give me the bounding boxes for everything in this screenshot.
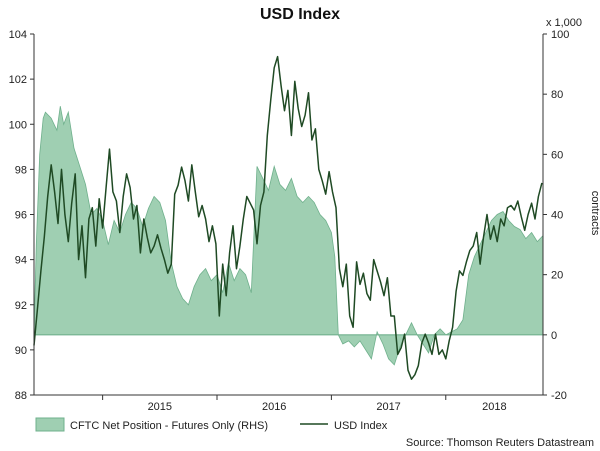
- axes: [30, 33, 547, 400]
- plot-area: [33, 55, 544, 380]
- right-tick-label: 0: [551, 330, 557, 342]
- left-tick-label: 102: [9, 74, 27, 86]
- left-tick-label: 104: [9, 29, 27, 41]
- x-tick-label: 2015: [148, 401, 172, 413]
- right-axis-unit: x 1,000: [546, 17, 582, 29]
- left-tick-label: 88: [15, 390, 27, 402]
- left-tick-label: 98: [15, 164, 27, 176]
- right-tick-label: 80: [551, 89, 563, 101]
- source-note: Source: Thomson Reuters Datastream: [406, 437, 594, 449]
- chart-title: USD Index: [260, 6, 340, 23]
- x-tick-label: 2016: [262, 401, 286, 413]
- tick-labels: 88 90 92 94 96 98 100 102 104 -20 0 20 40 60 80 100 2015…: [9, 29, 570, 413]
- left-tick-label: 92: [15, 300, 27, 312]
- usd-index-line: [33, 55, 543, 380]
- right-tick-label: -20: [551, 390, 567, 402]
- right-tick-label: 60: [551, 149, 563, 161]
- legend-label-area: CFTC Net Position - Futures Only (RHS): [70, 420, 268, 432]
- right-tick-label: 100: [551, 29, 569, 41]
- right-tick-label: 20: [551, 270, 563, 282]
- left-tick-label: 96: [15, 210, 27, 222]
- right-tick-label: 40: [551, 210, 563, 222]
- right-axis-label: contracts: [589, 191, 600, 236]
- legend-swatch-area: [35, 417, 65, 432]
- legend-label-line: USD Index: [334, 420, 388, 432]
- left-tick-label: 90: [15, 345, 27, 357]
- x-tick-label: 2018: [482, 401, 506, 413]
- legend: CFTC Net Position - Futures Only (RHS) U…: [35, 417, 388, 432]
- x-tick-label: 2017: [376, 401, 400, 413]
- left-tick-label: 94: [15, 255, 27, 267]
- cftc-net-position-area: [33, 106, 544, 366]
- left-tick-label: 100: [9, 119, 27, 131]
